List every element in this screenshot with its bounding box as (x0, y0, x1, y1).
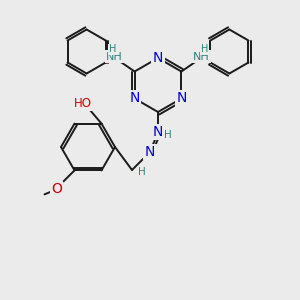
Text: O: O (51, 182, 62, 197)
Text: N: N (153, 51, 163, 65)
Text: N: N (176, 92, 187, 106)
Text: H: H (201, 44, 208, 55)
Text: H: H (138, 167, 146, 177)
Text: NH: NH (193, 52, 210, 61)
Text: H: H (109, 44, 116, 55)
Text: H: H (164, 130, 172, 140)
Text: N: N (145, 145, 155, 159)
Text: N: N (153, 125, 163, 139)
Text: N: N (129, 92, 140, 106)
Text: NH: NH (106, 52, 123, 61)
Text: HO: HO (74, 97, 92, 110)
